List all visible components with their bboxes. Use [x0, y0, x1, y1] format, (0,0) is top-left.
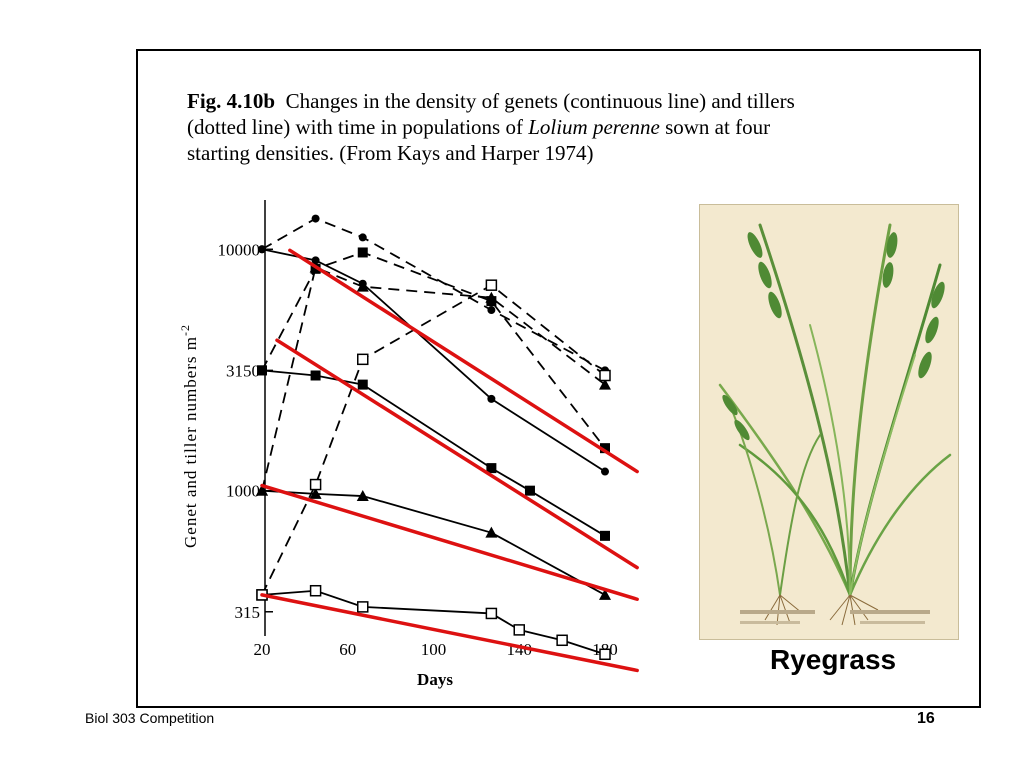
- x-tick-label: 20: [254, 640, 271, 659]
- ryegrass-drawing: [700, 205, 958, 639]
- data-point: [486, 463, 497, 474]
- data-point: [599, 369, 611, 382]
- data-point: [357, 247, 368, 258]
- page-number: 16: [917, 710, 935, 727]
- x-tick-label: 60: [339, 640, 356, 659]
- course-footer: Biol 303 Competition: [85, 710, 215, 726]
- data-point: [311, 256, 320, 265]
- y-axis-label: Genet and tiller numbers m-2: [178, 324, 200, 548]
- data-point: [524, 485, 535, 496]
- species-name: Lolium perenne: [528, 115, 660, 139]
- data-point: [356, 490, 369, 502]
- x-tick-label: 100: [421, 640, 447, 659]
- caption-line-2: (dotted line) with time in populations o…: [187, 114, 977, 140]
- data-point: [311, 214, 320, 223]
- trend-line: [288, 248, 639, 474]
- y-tick-label: 10000: [218, 240, 261, 259]
- y-axis-label-superscript: -2: [178, 324, 192, 336]
- tiller-series-circle: [258, 214, 609, 375]
- trend-lines: [260, 248, 639, 673]
- tiller-series-triangle: [256, 261, 611, 496]
- data-point: [258, 245, 266, 254]
- y-tick-label: 1000: [226, 482, 260, 501]
- series-line: [261, 489, 606, 596]
- data-point: [257, 365, 267, 376]
- data-point: [599, 588, 611, 600]
- data-point: [357, 379, 368, 390]
- data-point: [487, 306, 496, 315]
- data-point: [485, 279, 498, 291]
- data-point: [357, 353, 369, 366]
- image-caption: Ryegrass: [770, 644, 897, 675]
- data-point: [556, 634, 568, 647]
- trend-line: [260, 483, 639, 601]
- tiller-series-open-square: [256, 279, 611, 601]
- data-point: [485, 607, 498, 620]
- trend-line: [275, 338, 639, 570]
- data-point: [600, 443, 610, 454]
- data-point: [309, 478, 322, 491]
- data-point: [256, 484, 268, 496]
- y-tick-label: 315: [235, 603, 261, 622]
- caption-line-3: starting densities. (From Kays and Harpe…: [187, 141, 594, 165]
- figure-number: Fig. 4.10b: [187, 89, 276, 113]
- x-axis-label: Days: [417, 670, 453, 689]
- caption-line-1: Fig. 4.10b Changes in the density of gen…: [187, 88, 977, 114]
- data-point: [601, 467, 609, 476]
- data-point: [357, 601, 369, 613]
- series-line: [261, 369, 606, 537]
- genet-series-square: [257, 365, 610, 541]
- caption-line-2-text: (dotted line) with time in populations o…: [187, 115, 529, 139]
- caption-line-1-text: Changes in the density of genets (contin…: [275, 89, 795, 113]
- data-point: [599, 378, 611, 390]
- genet-series-open-square: [256, 584, 611, 661]
- trend-line: [260, 593, 639, 673]
- data-point: [513, 624, 525, 636]
- data-point: [485, 291, 498, 303]
- data-point: [309, 487, 322, 499]
- ryegrass-illustration: [699, 204, 959, 640]
- data-point: [487, 394, 496, 403]
- y-axis-label-text: Genet and tiller numbers m: [181, 336, 200, 548]
- series-layer: [256, 214, 611, 661]
- data-point: [310, 370, 321, 381]
- data-point: [358, 233, 367, 242]
- genet-series-triangle: [256, 484, 611, 600]
- data-point: [599, 648, 611, 661]
- data-point: [356, 280, 369, 292]
- y-tick-label: 3150: [226, 361, 260, 380]
- data-point: [485, 526, 498, 538]
- data-point: [309, 584, 322, 597]
- caption-line-2-suffix: sown at four: [659, 115, 771, 139]
- figure-caption: Fig. 4.10b Changes in the density of gen…: [187, 88, 977, 166]
- data-point: [600, 530, 610, 541]
